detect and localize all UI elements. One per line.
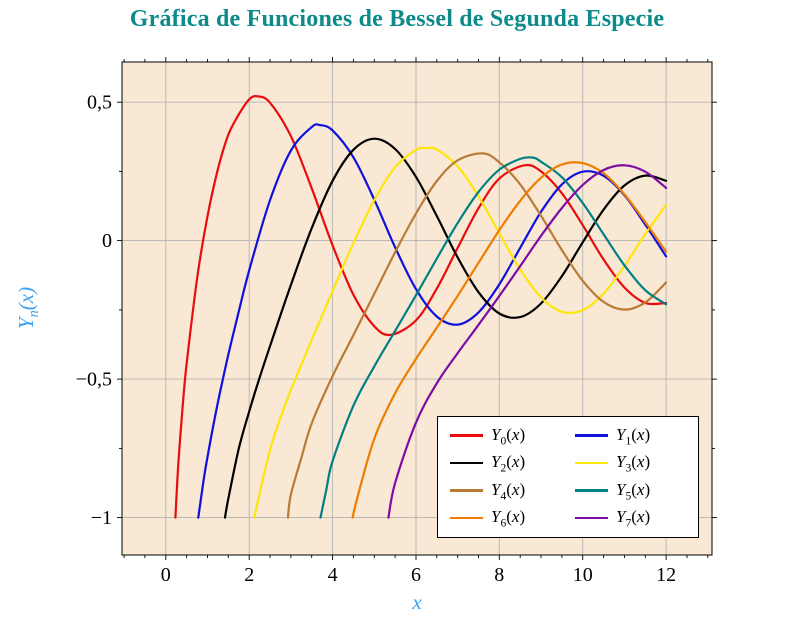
legend-label: Y1(x)	[616, 424, 651, 447]
curve-y6	[351, 161, 668, 519]
legend-item: Y4(x)	[450, 480, 561, 502]
x-tick-label: 8	[494, 564, 504, 586]
curve-y2	[223, 137, 668, 519]
x-tick-label: 10	[573, 564, 593, 586]
legend-item: Y0(x)	[450, 425, 561, 447]
legend-label: Y6(x)	[491, 507, 526, 530]
legend-item: Y1(x)	[575, 425, 686, 447]
legend-line-sample	[450, 489, 483, 492]
legend-item: Y5(x)	[575, 480, 686, 502]
x-tick-label: 2	[244, 564, 254, 586]
legend-line-sample	[450, 516, 483, 520]
y-tick-label: 0,5	[87, 92, 112, 114]
y-tick-label: −0,5	[76, 369, 112, 391]
legend-label: Y3(x)	[616, 452, 651, 475]
x-tick-label: 12	[656, 564, 676, 586]
curve-y0	[174, 95, 668, 519]
legend-line-sample	[450, 434, 483, 437]
curves	[174, 95, 668, 519]
curve-y7	[387, 164, 668, 519]
plot-frame	[121, 61, 713, 556]
curve-y1	[197, 123, 668, 519]
x-tick-label: 6	[411, 564, 421, 586]
y-tick-label: −1	[91, 507, 112, 529]
legend-line-sample	[575, 434, 608, 437]
y-tick-labels: 0,5 0 −0,5 −1	[76, 92, 112, 529]
legend-item: Y3(x)	[575, 452, 686, 474]
chart-title: Gráfica de Funciones de Bessel de Segund…	[129, 6, 665, 32]
legend-item: Y2(x)	[450, 452, 561, 474]
legend-line-sample	[450, 461, 483, 465]
legend-label: Y0(x)	[491, 424, 526, 447]
legend-line-sample	[575, 461, 608, 465]
legend-line-sample	[575, 516, 608, 520]
x-tick-label: 0	[161, 564, 171, 586]
curve-y3	[253, 146, 668, 519]
legend-label: Y2(x)	[491, 452, 526, 475]
legend: Y0(x) Y1(x) Y2(x) Y3(x) Y4(x) Y5(x) Y6(x) Y7(x)	[437, 416, 699, 538]
legend-label: Y5(x)	[616, 479, 651, 502]
legend-label: Y4(x)	[491, 479, 526, 502]
x-axis-label: x	[412, 590, 422, 614]
curve-y5	[319, 156, 668, 519]
legend-line-sample	[575, 489, 608, 492]
y-axis-label: Yn(x)	[14, 286, 43, 330]
legend-item: Y7(x)	[575, 507, 686, 529]
y-tick-label: 0	[102, 230, 112, 252]
curve-y4	[286, 152, 668, 519]
legend-item: Y6(x)	[450, 507, 561, 529]
x-tick-label: 4	[328, 564, 338, 586]
x-tick-labels: 0 2 4 6 8 10 12	[161, 564, 676, 586]
legend-label: Y7(x)	[616, 507, 651, 530]
